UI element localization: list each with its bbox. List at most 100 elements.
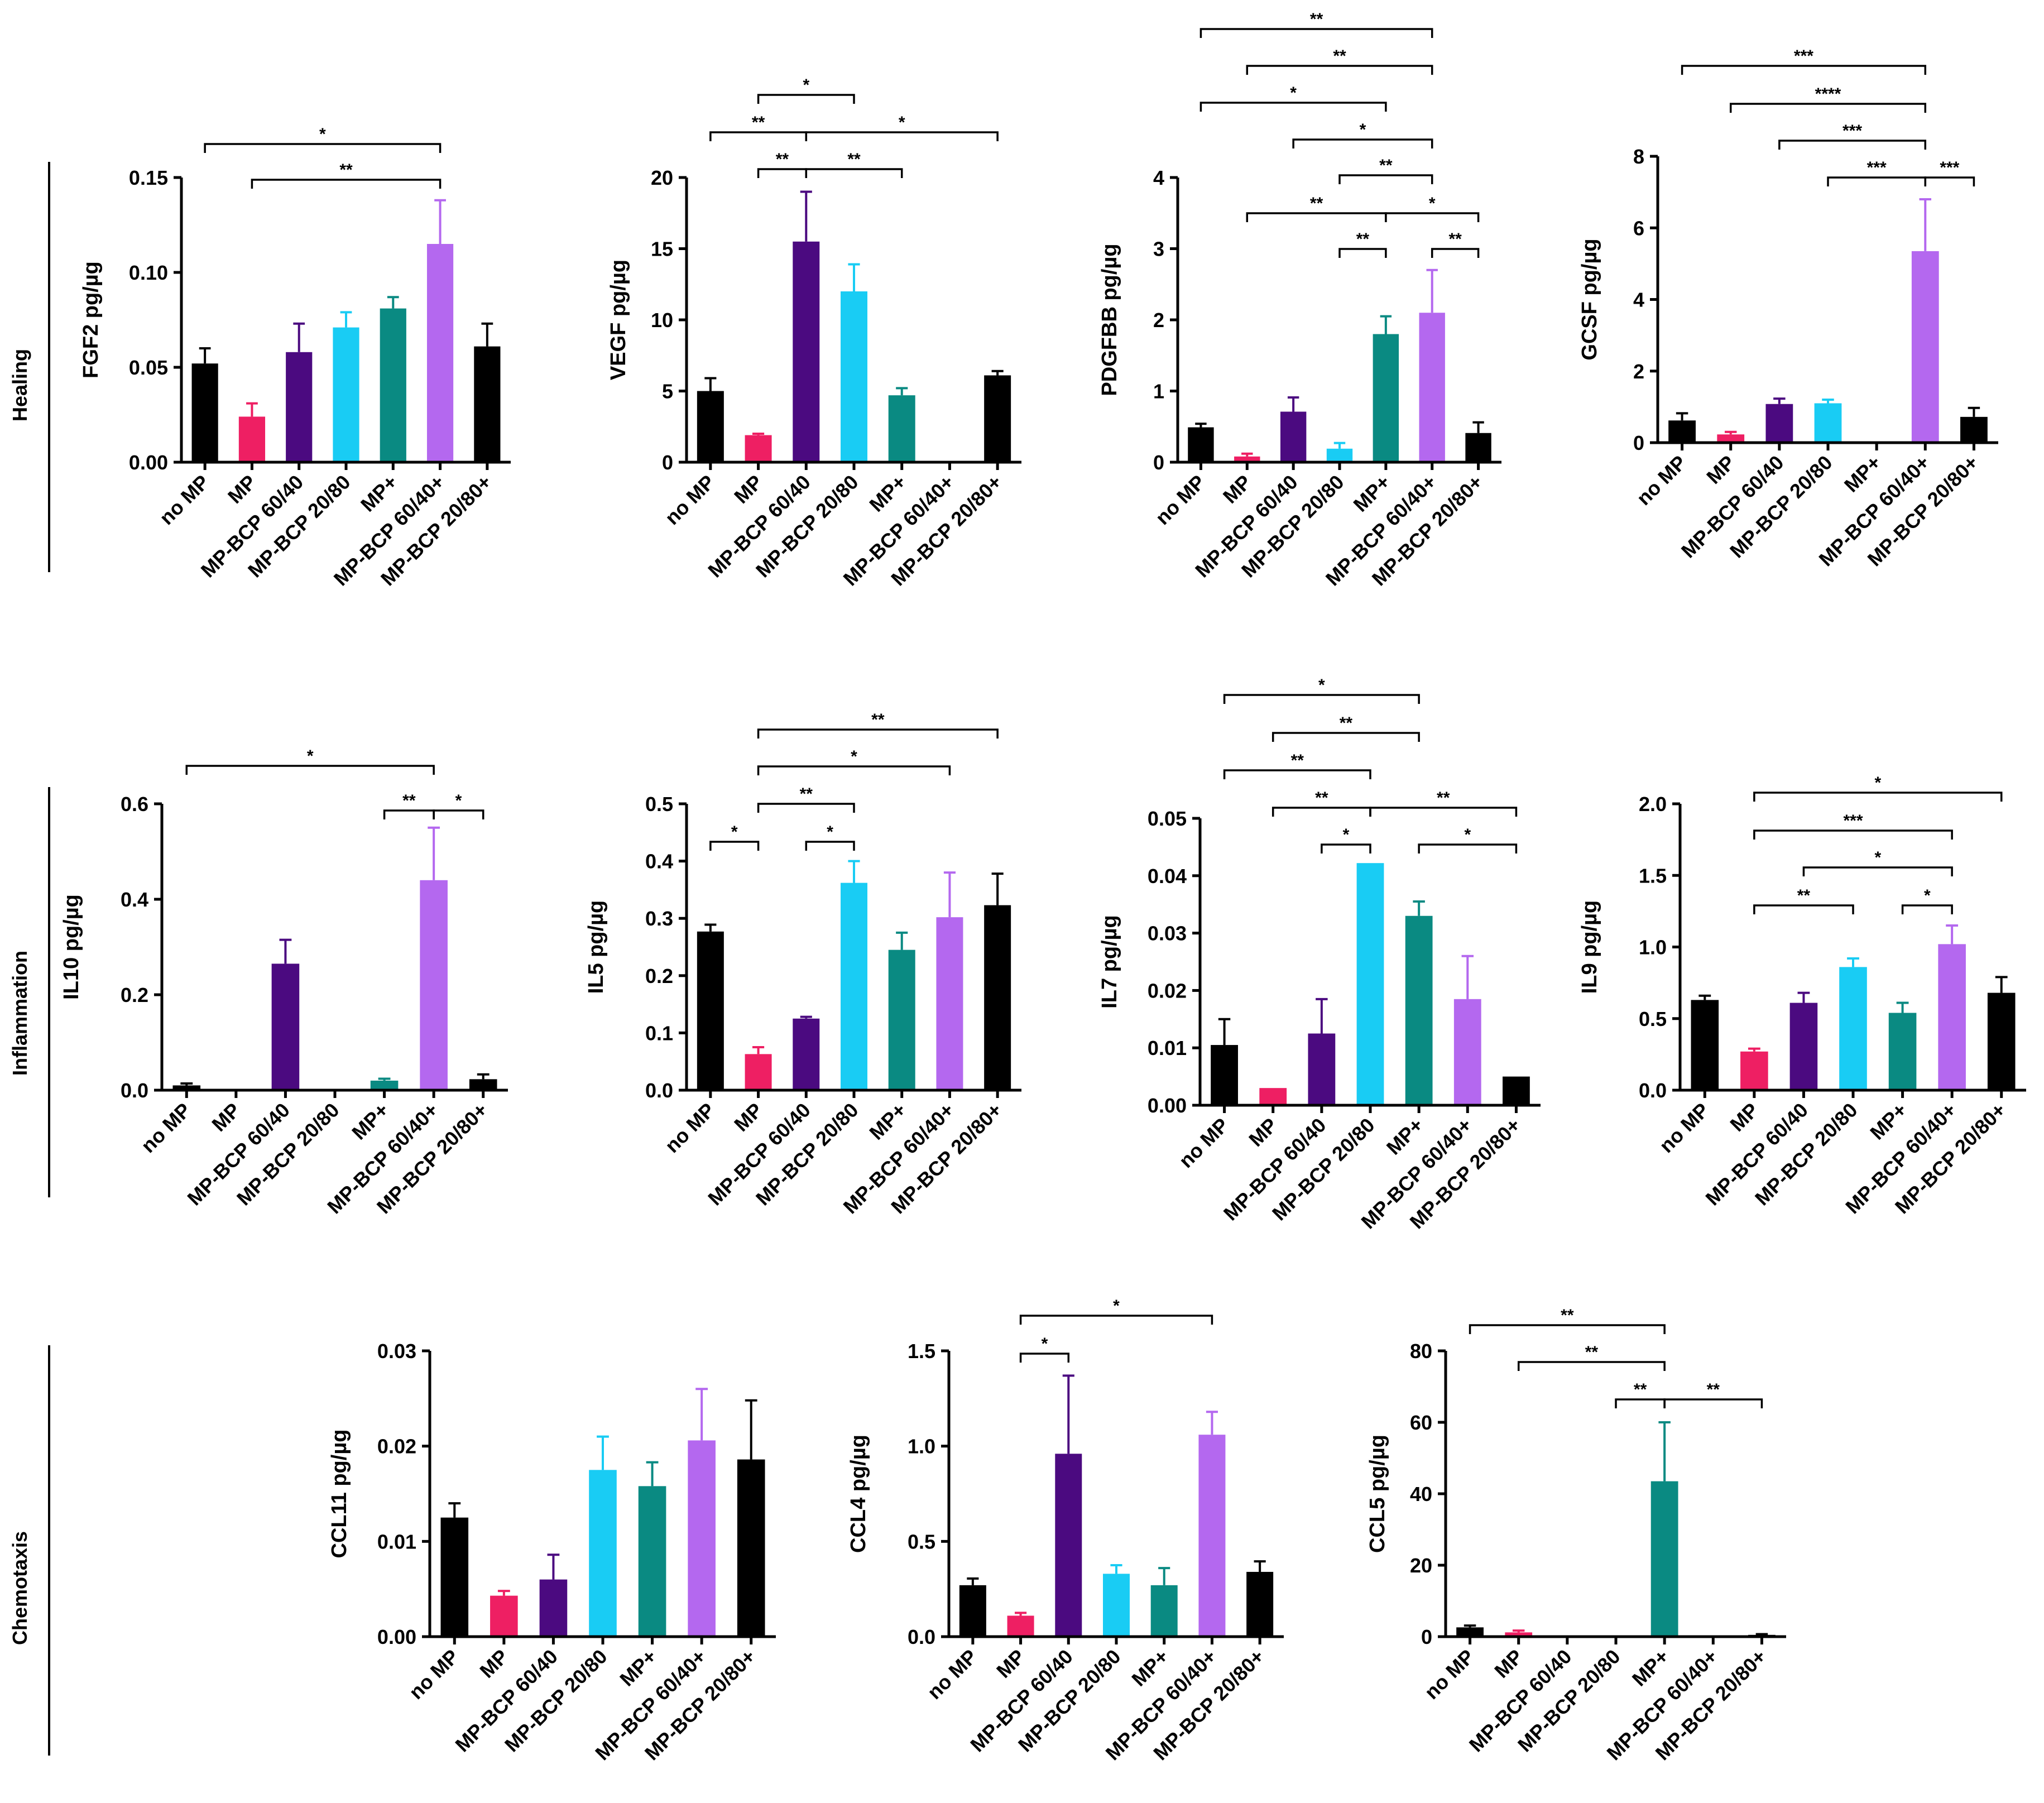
bar bbox=[420, 880, 448, 1090]
y-tick-label: 10 bbox=[651, 309, 673, 332]
significance-label: * bbox=[1464, 826, 1471, 844]
significance-label: ** bbox=[1356, 230, 1370, 248]
significance-label: ** bbox=[1379, 156, 1393, 175]
significance-label: ** bbox=[402, 792, 416, 810]
category-label: MP bbox=[1702, 451, 1739, 488]
bar bbox=[1668, 420, 1696, 443]
y-tick-label: 0.00 bbox=[129, 451, 168, 474]
significance-bracket bbox=[757, 803, 855, 813]
significance-label: ** bbox=[1561, 1306, 1574, 1325]
category-label: no MP bbox=[1420, 1645, 1479, 1704]
significance-bracket bbox=[805, 841, 855, 851]
significance-label: ** bbox=[752, 113, 765, 132]
category-label: no MP bbox=[923, 1645, 981, 1704]
y-axis-label: VEGF pg/µg bbox=[607, 260, 630, 380]
bar bbox=[745, 1054, 772, 1090]
bar bbox=[1259, 1088, 1287, 1105]
significance-label: ** bbox=[1333, 47, 1346, 65]
y-tick-label: 0.04 bbox=[1148, 865, 1187, 888]
bar bbox=[333, 327, 359, 462]
y-tick-label: 1.5 bbox=[1639, 864, 1667, 887]
y-axis-label: GCSF pg/µg bbox=[1578, 238, 1601, 360]
significance-label: ** bbox=[1437, 789, 1450, 807]
y-tick-label: 0.0 bbox=[645, 1079, 673, 1102]
significance-bracket bbox=[1246, 65, 1433, 75]
bar bbox=[1839, 967, 1867, 1090]
significance-label: ** bbox=[1797, 886, 1811, 905]
bar bbox=[984, 905, 1011, 1090]
significance-bracket bbox=[1338, 174, 1433, 184]
y-tick-label: 0.2 bbox=[121, 984, 148, 1006]
significance-bracket bbox=[1663, 1398, 1763, 1408]
y-tick-label: 0.1 bbox=[645, 1022, 673, 1044]
category-label: MP+ bbox=[1865, 1099, 1911, 1144]
bar bbox=[191, 363, 218, 462]
significance-bracket bbox=[1292, 138, 1433, 148]
significance-bracket bbox=[757, 168, 808, 178]
y-tick-label: 6 bbox=[1633, 217, 1644, 239]
significance-label: * bbox=[1429, 194, 1436, 213]
category-label: MP bbox=[1244, 1114, 1282, 1151]
significance-bracket bbox=[1385, 212, 1480, 222]
y-tick-label: 1 bbox=[1153, 380, 1164, 403]
significance-bracket bbox=[1223, 769, 1371, 779]
y-tick-label: 8 bbox=[1633, 145, 1644, 168]
significance-bracket bbox=[1223, 694, 1420, 704]
y-tick-label: 0.2 bbox=[645, 965, 673, 987]
bar bbox=[841, 883, 867, 1090]
category-label: no MP bbox=[1632, 451, 1691, 510]
significance-bracket bbox=[757, 765, 951, 775]
y-tick-label: 0.5 bbox=[645, 793, 673, 816]
bar bbox=[1888, 1013, 1917, 1090]
y-tick-label: 0.4 bbox=[645, 850, 673, 873]
significance-label: * bbox=[1318, 676, 1325, 694]
bar bbox=[1103, 1574, 1130, 1637]
y-tick-label: 2.0 bbox=[1639, 793, 1667, 816]
bar bbox=[1814, 403, 1842, 443]
y-tick-label: 20 bbox=[651, 166, 673, 189]
bar bbox=[1246, 1571, 1274, 1637]
category-label: no MP bbox=[1174, 1114, 1233, 1172]
significance-bracket bbox=[1418, 843, 1518, 853]
bar bbox=[1007, 1615, 1034, 1637]
category-label: MP+ bbox=[347, 1099, 393, 1144]
y-tick-label: 2 bbox=[1153, 309, 1164, 332]
bar bbox=[1356, 863, 1384, 1105]
significance-bracket bbox=[204, 143, 442, 153]
bar bbox=[984, 375, 1011, 462]
row-group-label: Chemotaxis bbox=[8, 1531, 31, 1645]
bar bbox=[1911, 251, 1939, 443]
bar bbox=[1650, 1481, 1678, 1637]
bar bbox=[841, 291, 867, 462]
significance-bracket bbox=[1901, 904, 1953, 914]
significance-bracket bbox=[1019, 1315, 1213, 1325]
bar bbox=[1765, 404, 1793, 443]
significance-label: *** bbox=[1843, 122, 1862, 140]
y-tick-label: 0.05 bbox=[1148, 807, 1187, 830]
y-tick-label: 80 bbox=[1410, 1340, 1432, 1363]
significance-label: ** bbox=[1310, 194, 1323, 213]
significance-bracket bbox=[433, 809, 484, 819]
bar bbox=[697, 931, 724, 1090]
significance-label: * bbox=[1874, 774, 1881, 792]
y-tick-label: 20 bbox=[1410, 1554, 1432, 1577]
category-label: MP bbox=[1725, 1099, 1763, 1136]
category-label: MP bbox=[223, 471, 261, 508]
bar bbox=[1198, 1435, 1226, 1637]
y-axis-label: CCL4 pg/µg bbox=[847, 1435, 870, 1553]
significance-label: ** bbox=[1585, 1343, 1599, 1361]
y-tick-label: 0.01 bbox=[1148, 1037, 1187, 1059]
category-label: no MP bbox=[1151, 471, 1210, 529]
significance-bracket bbox=[1019, 1353, 1070, 1363]
significance-bracket bbox=[1469, 1324, 1666, 1334]
significance-bracket bbox=[1753, 829, 1953, 840]
significance-bracket bbox=[1321, 843, 1371, 853]
category-label: no MP bbox=[137, 1099, 195, 1157]
bar bbox=[1789, 1003, 1818, 1090]
y-tick-label: 0.03 bbox=[377, 1340, 416, 1363]
